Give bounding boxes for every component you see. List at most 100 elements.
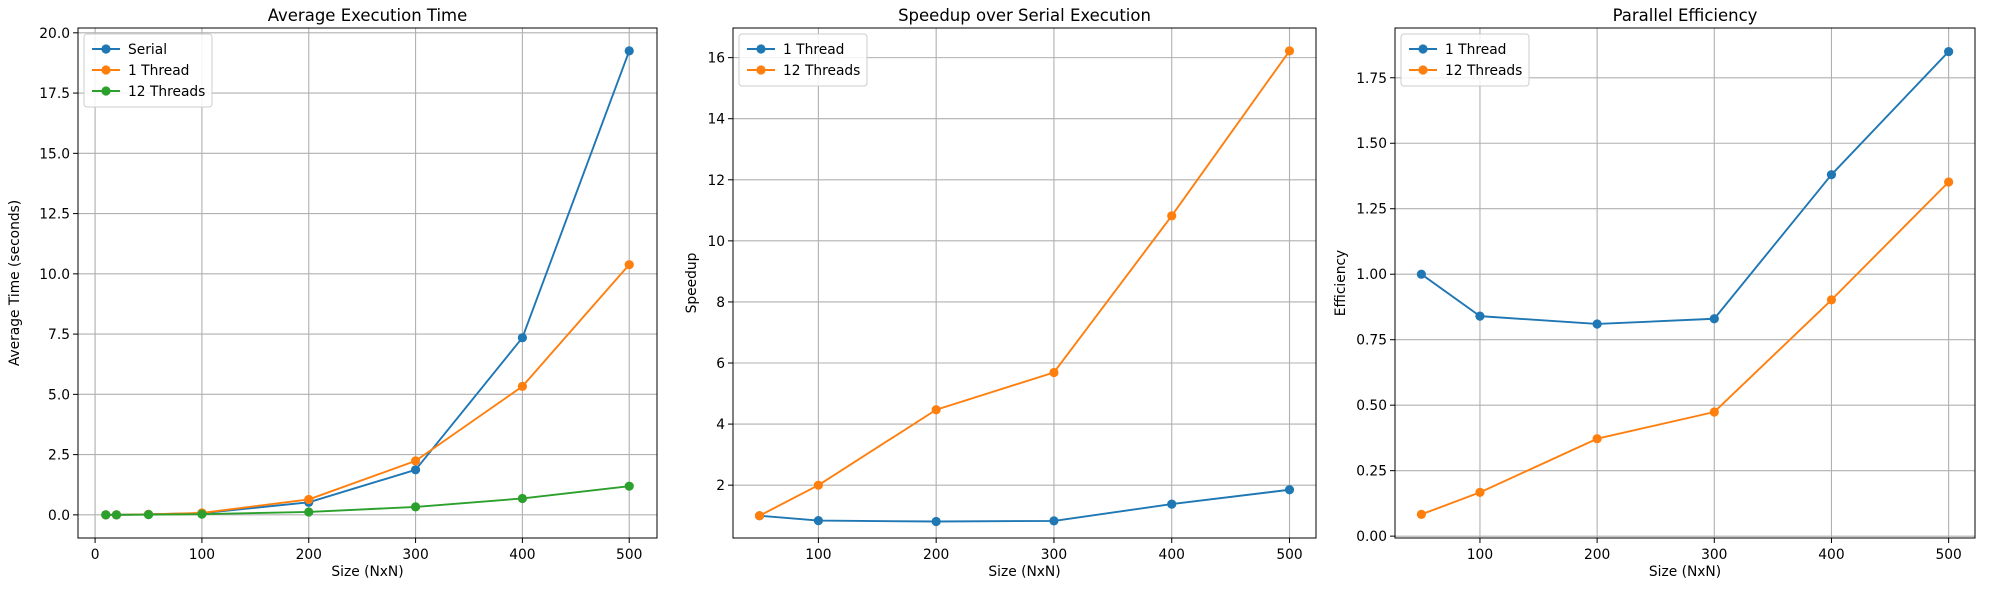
legend-marker — [101, 86, 111, 96]
x-tick-label: 200 — [923, 547, 949, 563]
x-tick-label: 200 — [296, 547, 322, 563]
series-line-1-thread — [1420, 50, 1950, 325]
series-line-1-thread — [759, 488, 1290, 523]
data-point — [1475, 487, 1485, 497]
y-tick-label: 7.5 — [48, 327, 70, 343]
data-point — [517, 381, 527, 391]
y-tick-label: 0.25 — [1356, 464, 1387, 480]
series-line-12-threads — [1421, 181, 1950, 516]
y-tick-label: 14 — [707, 112, 725, 128]
x-tick-label: 500 — [616, 547, 642, 563]
data-point — [197, 509, 207, 519]
series-line-12-threads — [759, 50, 1291, 517]
chart-panel-1: 0 100 200 300 400 500 0.0 2.5 5.0 7.5 10.0 12.5 15.0… — [7, 6, 658, 580]
data-point — [304, 507, 314, 517]
x-tick-label: 500 — [1935, 547, 1961, 563]
legend-label: 1 Thread — [128, 63, 189, 79]
series-line-12-threads — [105, 485, 630, 516]
y-tick-label: 12.5 — [39, 207, 70, 223]
y-tick-label: 2.5 — [48, 448, 70, 464]
legend-marker — [756, 44, 766, 54]
data-point — [410, 456, 421, 466]
legend-marker — [101, 65, 111, 75]
data-point — [931, 405, 941, 415]
legend-label: 12 Threads — [1445, 63, 1522, 79]
data-point — [1416, 269, 1426, 279]
legend-marker — [1418, 65, 1428, 75]
x-tick-label: 100 — [189, 547, 215, 563]
x-axis-label: Size (NxN) — [988, 564, 1060, 580]
data-point — [754, 511, 765, 521]
data-point — [813, 515, 823, 526]
data-point — [1592, 319, 1602, 329]
x-tick-label: 400 — [1818, 547, 1844, 563]
x-tick-label: 400 — [1159, 547, 1185, 563]
data-point — [1167, 211, 1177, 221]
x-axis-label: Size (NxN) — [1649, 564, 1721, 580]
data-point — [304, 494, 314, 505]
legend-label: 1 Thread — [783, 42, 844, 58]
data-point — [624, 481, 634, 491]
data-point — [1284, 46, 1295, 56]
data-point — [1049, 367, 1059, 378]
data-point — [517, 333, 527, 343]
chart-panel-2: 100 200 300 400 500 2 4 6 8 10 12 14 16 Speedup over … — [684, 6, 1317, 580]
legend-label: 1 Thread — [1445, 42, 1506, 58]
series-line-1-thread — [105, 264, 630, 516]
data-point — [931, 516, 941, 527]
data-point — [1709, 314, 1719, 324]
y-tick-label: 1.50 — [1356, 136, 1387, 152]
legend-box — [738, 33, 868, 87]
x-tick-label: 200 — [1584, 547, 1610, 563]
series-line-serial — [105, 50, 631, 516]
data-point — [1944, 177, 1954, 187]
data-point — [813, 480, 823, 490]
legend-label: 12 Threads — [128, 84, 205, 100]
legend-marker — [1418, 44, 1428, 54]
x-tick-label: 0 — [91, 547, 100, 563]
x-tick-label: 300 — [402, 547, 428, 563]
data-point — [1284, 485, 1295, 495]
y-tick-label: 1.00 — [1356, 267, 1387, 283]
y-tick-label: 1.25 — [1356, 202, 1387, 218]
legend: 1 Thread 12 Threads — [1400, 33, 1530, 87]
axes-frame — [1394, 27, 1976, 539]
y-tick-label: 2 — [716, 478, 725, 494]
y-tick-label: 0.0 — [48, 508, 70, 524]
chart-panel-3: 100 200 300 400 500 0.00 0.25 0.50 0.75 1.00 1.25 1… — [1333, 6, 1976, 580]
axes-frame — [77, 27, 658, 539]
legend-box — [1400, 33, 1530, 87]
x-tick-label: 400 — [509, 547, 535, 563]
y-tick-label: 4 — [716, 417, 725, 433]
data-point — [1826, 170, 1837, 180]
y-tick-label: 15.0 — [39, 146, 70, 162]
y-tick-label: 5.0 — [48, 387, 70, 403]
x-tick-label: 300 — [1041, 547, 1067, 563]
legend-label: Serial — [128, 42, 167, 58]
data-point — [1475, 311, 1485, 321]
y-tick-label: 16 — [707, 51, 725, 67]
data-point — [1826, 295, 1837, 305]
data-point — [101, 510, 111, 520]
y-tick-label: 6 — [716, 356, 725, 372]
y-tick-label: 17.5 — [39, 86, 70, 102]
y-tick-label: 10 — [707, 234, 725, 250]
data-point — [1944, 46, 1954, 57]
legend-label: 12 Threads — [783, 63, 860, 79]
axes-frame — [732, 27, 1317, 539]
data-point — [143, 510, 154, 520]
y-axis-label: Average Time (seconds) — [7, 200, 23, 366]
data-point — [624, 260, 634, 270]
data-point — [1592, 434, 1602, 444]
y-axis-label: Speedup — [684, 253, 700, 314]
x-tick-label: 300 — [1701, 547, 1727, 563]
data-point — [1049, 516, 1059, 526]
chart-title: Speedup over Serial Execution — [898, 6, 1151, 25]
chart-title: Parallel Efficiency — [1613, 6, 1758, 25]
legend-marker — [756, 65, 766, 75]
data-point — [1167, 499, 1177, 509]
data-point — [111, 510, 122, 520]
data-point — [410, 502, 421, 512]
y-tick-label: 0.75 — [1356, 333, 1387, 349]
